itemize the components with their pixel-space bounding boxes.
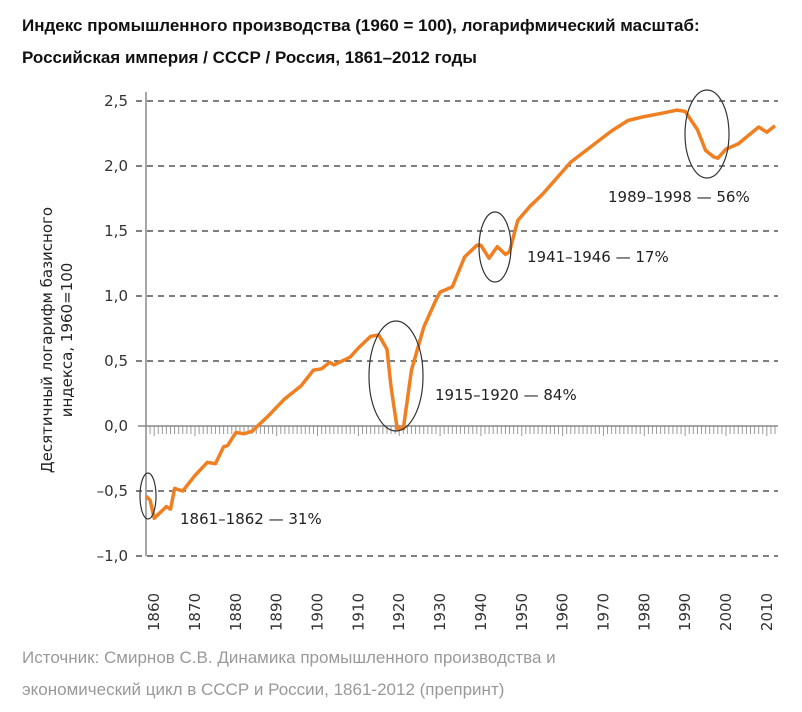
- x-tick-label: 1860: [145, 593, 163, 631]
- x-tick-label: 1910: [349, 593, 367, 631]
- y-tick-label: 2,5: [104, 92, 128, 110]
- y-tick-label: –1,0: [97, 547, 128, 565]
- annotation-1915: 1915–1920 — 84%: [435, 386, 577, 404]
- annotation-1861: 1861–1862 — 31%: [180, 510, 322, 528]
- x-tick-label: 1990: [676, 593, 694, 631]
- x-tick-label: 1970: [594, 593, 612, 631]
- y-axis-label-line2: индекса, 1960=100: [58, 263, 76, 418]
- annotation-1989: 1989–1998 — 56%: [608, 188, 750, 206]
- chart-title: Индекс промышленного производства (1960 …: [22, 16, 700, 67]
- x-tick-label: 1930: [431, 593, 449, 631]
- x-tick-label: 1940: [472, 593, 490, 631]
- y-tick-label: 1,0: [104, 287, 128, 305]
- y-tick-label: 2,0: [104, 157, 128, 175]
- source-line-1: Источник: Смирнов С.В. Динамика промышле…: [22, 648, 556, 667]
- source-note: Источник: Смирнов С.В. Динамика промышле…: [22, 642, 792, 706]
- x-tick-label: 1960: [554, 593, 572, 631]
- x-tick-label: 1900: [309, 593, 327, 631]
- annotation-ellipse-1941: [478, 211, 512, 283]
- x-tick-label: 1980: [635, 593, 653, 631]
- y-tick-label: –0,5: [97, 482, 128, 500]
- annotation-ellipse-1915: [368, 320, 424, 432]
- y-tick-label: 0,5: [104, 352, 128, 370]
- annotation-ellipse-1989: [684, 89, 730, 179]
- x-tick-label: 1880: [227, 593, 245, 631]
- source-line-2: экономический цикл в СССР и России, 1861…: [22, 680, 505, 699]
- x-tick-label: 2010: [758, 593, 776, 631]
- x-tick-label: 1920: [390, 593, 408, 631]
- annotation-ellipse-1861: [139, 472, 157, 520]
- x-tick-label: 1950: [513, 593, 531, 631]
- y-tick-label: 1,5: [104, 222, 128, 240]
- x-tick-label: 1870: [186, 593, 204, 631]
- series-line: [144, 108, 777, 521]
- y-tick-label: 0,0: [104, 417, 128, 435]
- annotation-1941: 1941–1946 — 17%: [527, 248, 669, 266]
- y-axis-label-line1: Десятичный логарифм базисного: [38, 207, 56, 473]
- x-tick-label: 2000: [717, 593, 735, 631]
- x-tick-label: 1890: [268, 593, 286, 631]
